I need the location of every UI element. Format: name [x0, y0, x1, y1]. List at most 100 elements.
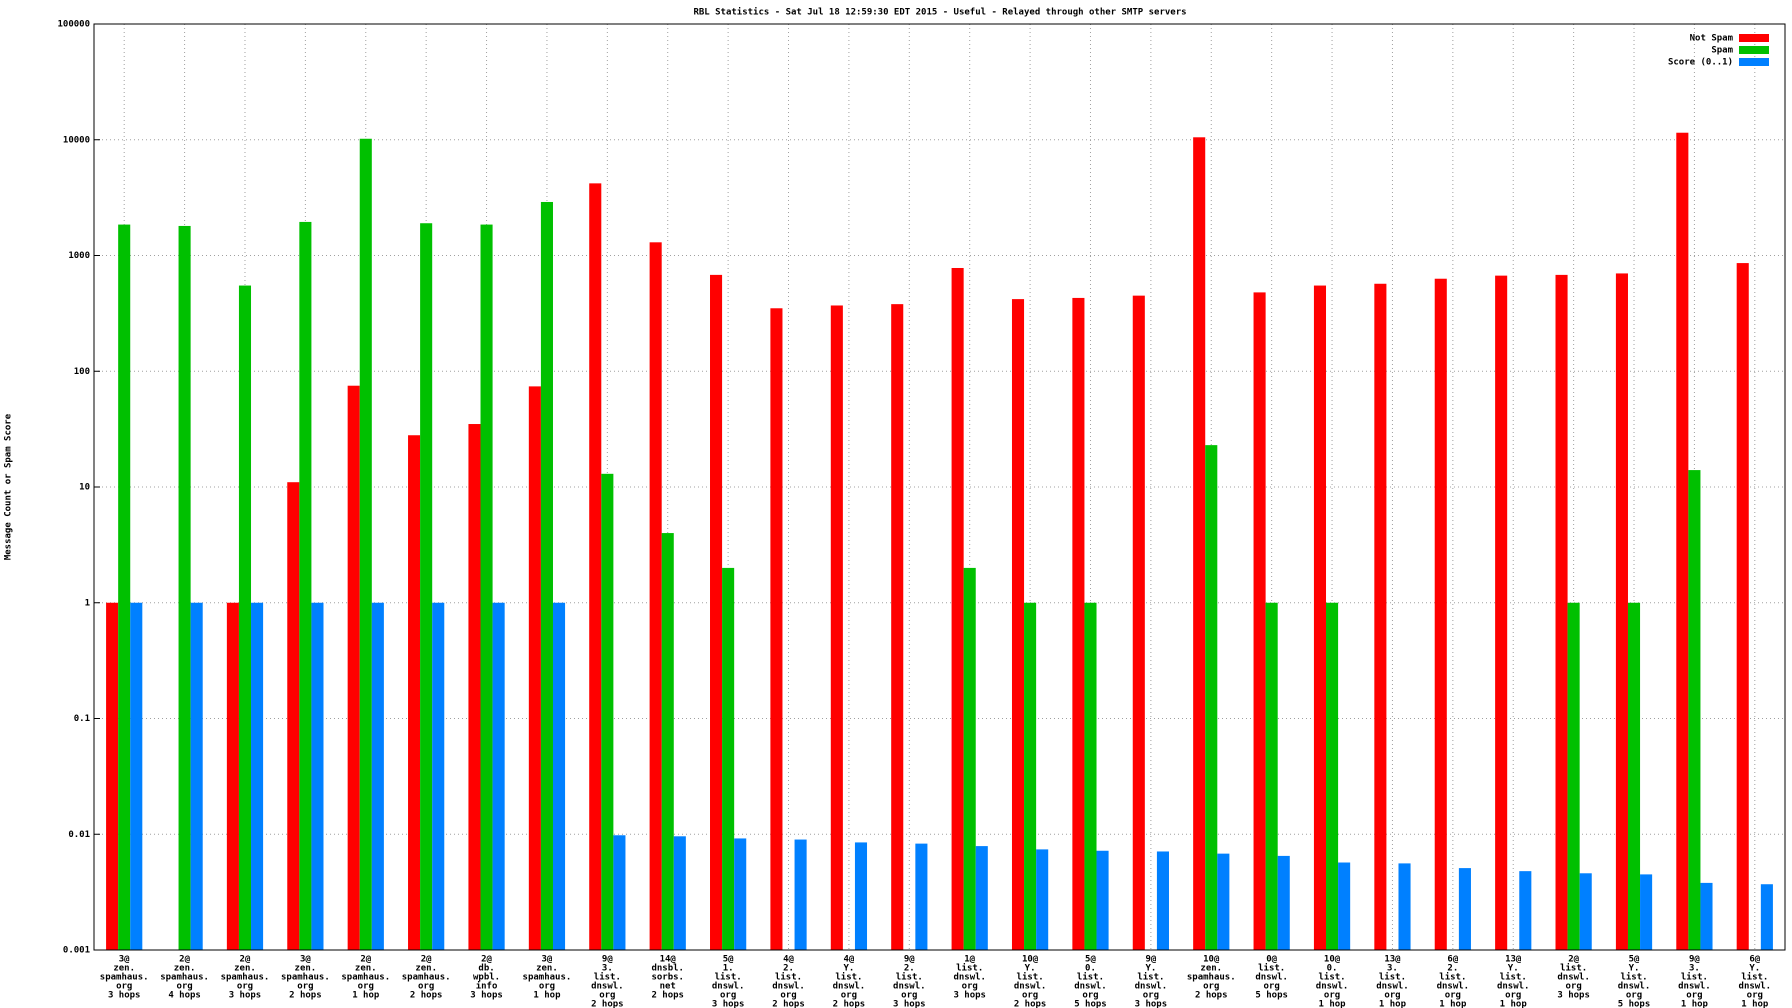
x-tick-label: 14@ — [660, 955, 677, 965]
bar — [1495, 275, 1508, 950]
x-tick-label: 2@ — [421, 955, 432, 965]
x-tick-label: net — [660, 982, 676, 992]
y-tick-label: 10 — [79, 483, 90, 493]
x-tick-label: spamhaus. — [523, 973, 572, 983]
bar — [589, 183, 602, 951]
x-tick-label: dnswl. — [1316, 982, 1349, 992]
x-tick-label: Y. — [843, 964, 854, 974]
x-tick-label: 5@ — [1629, 955, 1640, 965]
legend-label: Spam — [1711, 46, 1733, 56]
x-tick-label: org — [1203, 982, 1219, 992]
y-tick-label: 100 — [74, 367, 90, 377]
x-tick-label: org — [1626, 991, 1642, 1001]
bar — [1036, 849, 1049, 950]
x-tick-label: 3 hops — [712, 1000, 745, 1008]
x-tick-label: spamhaus. — [100, 973, 149, 983]
x-tick-label: 3. — [602, 964, 613, 974]
x-tick-label: dnswl. — [893, 982, 926, 992]
bar — [287, 482, 300, 950]
bar — [1156, 851, 1169, 950]
bar — [1205, 445, 1218, 950]
bar — [661, 533, 674, 950]
x-tick-label: list. — [835, 972, 862, 983]
x-tick-label: wpbl. — [473, 973, 500, 983]
x-tick-label: 3 hops — [470, 991, 503, 1001]
bar — [1579, 873, 1592, 950]
x-tick-label: org — [599, 991, 615, 1001]
bar — [226, 602, 239, 950]
x-tick-label: dnswl. — [1014, 982, 1047, 992]
bar — [1374, 283, 1387, 951]
x-tick-label: list. — [1681, 972, 1708, 983]
x-tick-label: 6@ — [1749, 955, 1760, 965]
x-tick-label: 3 hops — [953, 991, 986, 1001]
bar — [1676, 132, 1689, 950]
x-tick-label: db. — [478, 964, 494, 974]
bar — [1627, 602, 1641, 950]
y-axis-label: Message Count or Spam Score — [4, 413, 14, 560]
x-tick-label: list. — [715, 972, 742, 983]
bar — [130, 602, 143, 950]
y-tick-label: 1000 — [68, 251, 90, 261]
bar — [1132, 295, 1145, 951]
bar — [468, 424, 481, 950]
bar — [1615, 273, 1628, 950]
x-tick-label: 2@ — [179, 955, 190, 965]
bar — [1253, 292, 1266, 950]
x-tick-label: 2 hops — [1195, 991, 1228, 1001]
bar — [722, 567, 735, 950]
bar — [251, 602, 264, 950]
bar — [613, 835, 626, 950]
x-tick-label: 1 hop — [1741, 1000, 1769, 1008]
plot-frame — [93, 23, 1786, 951]
bar — [1519, 871, 1532, 950]
x-tick-label: list. — [1620, 972, 1647, 983]
x-tick-label: org — [358, 982, 374, 992]
bar — [1640, 874, 1653, 950]
x-tick-label: 3. — [1689, 964, 1700, 974]
legend-swatch — [1739, 58, 1769, 66]
x-tick-label: dnswl. — [1437, 982, 1470, 992]
bar — [1555, 274, 1568, 950]
x-tick-label: 5 hops — [1074, 1000, 1107, 1008]
bar — [963, 567, 976, 950]
x-tick-label: 1 hop — [533, 991, 561, 1001]
legend-swatch — [1739, 34, 1769, 42]
x-tick-label: 2 hops — [651, 991, 684, 1001]
bar — [794, 839, 807, 950]
bar — [480, 224, 493, 950]
bar — [830, 305, 843, 950]
x-tick-label: spamhaus. — [160, 973, 209, 983]
y-tick-label: 0.1 — [74, 714, 90, 724]
x-tick-label: dnswl. — [1376, 982, 1409, 992]
x-tick-label: 5@ — [723, 955, 734, 965]
x-tick-label: 1 hop — [1681, 1000, 1709, 1008]
x-tick-label: list. — [1258, 963, 1285, 974]
bar — [190, 602, 203, 950]
bar — [1084, 602, 1097, 950]
x-tick-label: 1 hop — [1500, 1000, 1528, 1008]
bar — [1338, 862, 1351, 950]
x-tick-label: list. — [1500, 972, 1527, 983]
x-tick-label: spamhaus. — [402, 973, 451, 983]
bar — [891, 304, 904, 951]
bar — [673, 836, 686, 950]
legend-label: Not Spam — [1690, 34, 1734, 44]
bar — [1398, 863, 1411, 950]
y-tick-label: 100000 — [57, 20, 90, 30]
x-tick-label: list. — [896, 972, 923, 983]
x-tick-label: 10@ — [1324, 955, 1341, 965]
x-tick-label: list. — [1017, 972, 1044, 983]
x-tick-label: org — [1445, 991, 1461, 1001]
x-tick-label: org — [1022, 991, 1038, 1001]
bar — [770, 308, 783, 950]
x-tick-label: list. — [1741, 972, 1768, 983]
x-tick-label: dnswl. — [591, 982, 624, 992]
x-tick-label: 3 hops — [229, 991, 262, 1001]
x-tick-label: org — [1505, 991, 1521, 1001]
x-tick-label: 9@ — [1689, 955, 1700, 965]
legend-swatch — [1739, 46, 1769, 54]
x-tick-label: zen. — [355, 964, 377, 974]
bar — [420, 223, 433, 951]
x-tick-label: org — [237, 982, 253, 992]
